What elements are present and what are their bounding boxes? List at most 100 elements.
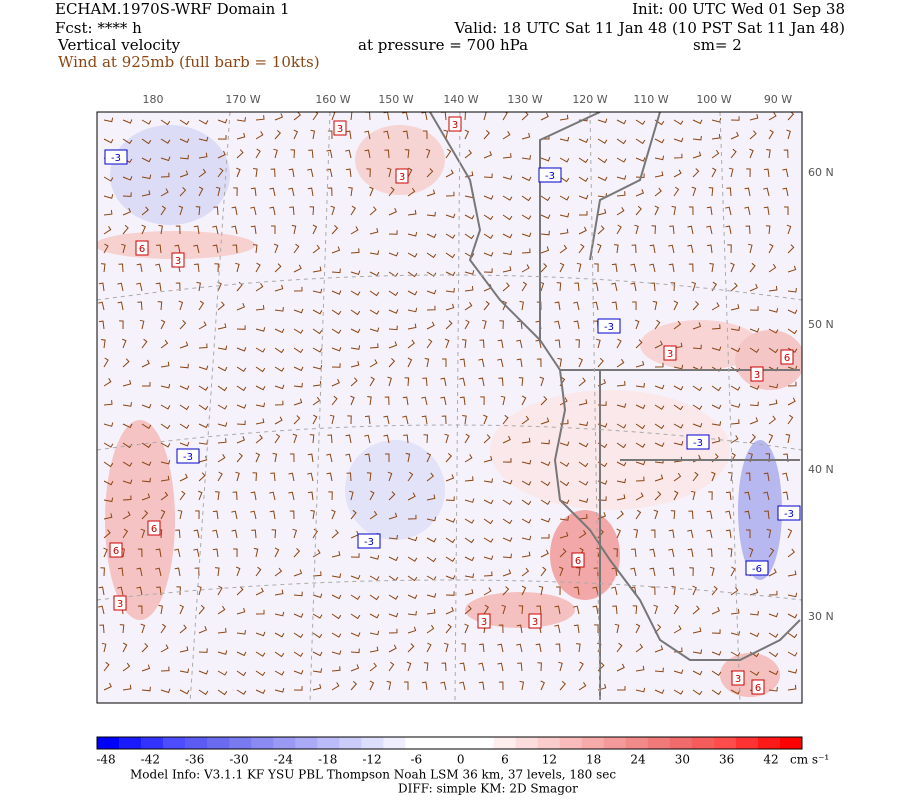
wind-barb (235, 566, 241, 577)
contour-label: 3 (532, 617, 538, 628)
wind-barb (616, 358, 625, 368)
wind-barb (576, 262, 582, 273)
wind-barb (635, 360, 645, 368)
wind-barb (236, 149, 244, 159)
wind-barb (424, 357, 430, 368)
wind-barb (122, 224, 129, 235)
wind-barb (616, 207, 625, 216)
wind-barb (654, 205, 660, 216)
wind-barb (387, 376, 392, 387)
wind-barb (255, 566, 262, 577)
wind-barb (783, 149, 789, 159)
wind-barb (502, 499, 513, 505)
wind-barb (521, 248, 531, 254)
wind-barb (426, 252, 437, 259)
wind-barb (179, 138, 190, 143)
wind-barb (232, 491, 238, 501)
wind-barb (217, 650, 228, 655)
wind-barb (650, 282, 656, 292)
colorbar-label: 36 (719, 753, 734, 767)
wind-barb (499, 320, 504, 330)
wind-barb (787, 414, 794, 425)
wind-barb (687, 244, 694, 254)
wind-barb (787, 570, 797, 577)
wind-barb (540, 549, 549, 558)
wind-barb (597, 157, 608, 164)
wind-barb (350, 248, 360, 254)
wind-barb (445, 606, 454, 615)
wind-barb (478, 681, 485, 691)
wind-barb (654, 474, 664, 482)
smoothing: sm= 2 (693, 36, 742, 54)
wind-barb (521, 551, 531, 558)
wind-barb (711, 167, 717, 178)
wind-barb (407, 323, 417, 330)
wind-barb (331, 529, 339, 539)
wind-barb (274, 307, 284, 312)
wind-barb (749, 306, 759, 311)
wind-barb (217, 471, 223, 482)
wind-barb (198, 168, 207, 178)
wind-barb (749, 588, 759, 596)
wind-barb (331, 246, 341, 254)
wind-barb (442, 358, 447, 367)
wind-barb (784, 206, 789, 215)
wind-barb (198, 300, 205, 311)
wind-barb (142, 382, 151, 387)
wind-barb (464, 537, 475, 544)
wind-barb (711, 471, 716, 482)
wind-barb (426, 452, 432, 463)
wind-barb (483, 478, 493, 483)
wind-barb (179, 119, 190, 126)
wind-barb (483, 300, 490, 311)
wind-barb (274, 416, 283, 425)
wind-barb (632, 301, 637, 311)
wind-barb (119, 320, 124, 330)
wind-barb (198, 604, 205, 615)
wind-barb (293, 548, 301, 558)
wind-barb (383, 130, 390, 140)
contour-label-box (104, 149, 128, 165)
wind-barb (217, 150, 226, 159)
wind-barb (516, 339, 523, 349)
wind-barb (388, 207, 397, 216)
wind-barb (616, 175, 627, 180)
wind-barb (255, 366, 266, 373)
wind-barb (255, 670, 266, 677)
wind-barb (345, 149, 352, 159)
shade-positive (735, 330, 802, 390)
wind-barb (464, 518, 475, 524)
wind-barb (117, 586, 124, 596)
wind-barb (483, 604, 489, 615)
wind-barb (635, 623, 641, 634)
wind-barb (654, 667, 664, 673)
wind-barb (782, 491, 789, 501)
contour-label-box (357, 533, 381, 549)
wind-barb (483, 555, 494, 561)
wind-barb (309, 206, 315, 216)
shade-positive (490, 390, 730, 510)
wind-barb (198, 423, 209, 429)
wind-barb (578, 480, 589, 486)
wind-barb (635, 404, 646, 410)
wind-barb (711, 366, 722, 372)
coastline (429, 112, 801, 661)
wind-barb (388, 491, 396, 501)
wind-barb (348, 490, 354, 501)
wind-barb (426, 338, 433, 349)
wind-barb (443, 129, 449, 140)
longitude-label: 130 W (507, 93, 542, 106)
wind-barb (388, 512, 398, 520)
wind-barb (464, 149, 473, 159)
colorbar-label: -48 (96, 753, 115, 767)
wind-barb (578, 421, 589, 427)
wind-barb (255, 434, 263, 444)
wind-barb (673, 153, 683, 159)
wind-barb (768, 328, 779, 334)
wind-barb (521, 499, 532, 506)
wind-barb (103, 243, 109, 254)
contour-label-box (571, 552, 585, 568)
wind-barb (578, 498, 589, 503)
wind-barb (730, 586, 739, 596)
wind-barb (635, 423, 646, 430)
